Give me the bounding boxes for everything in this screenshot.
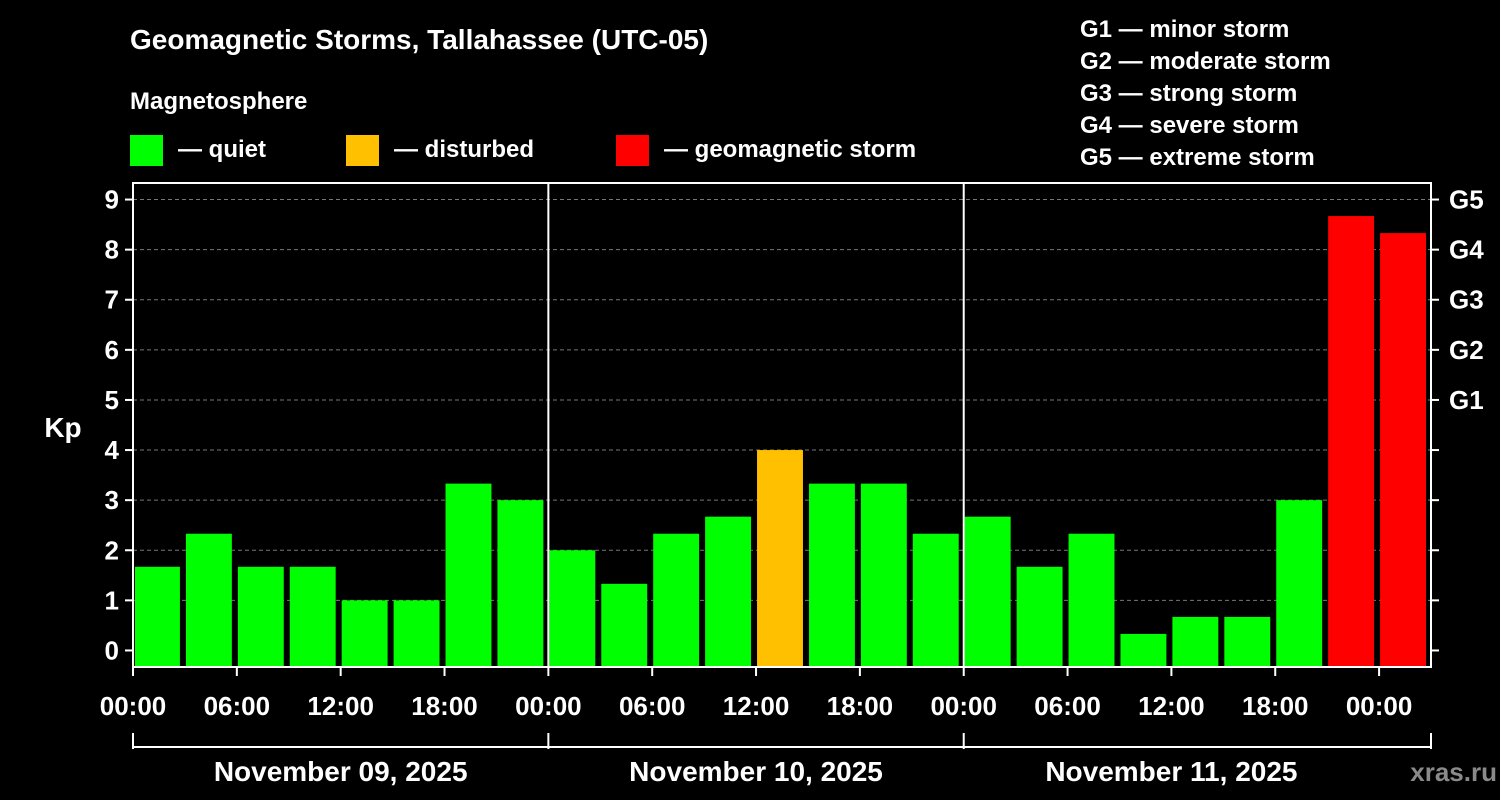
x-tick-label: 12:00: [1138, 691, 1205, 721]
y-tick-label: 5: [105, 385, 119, 415]
x-tick-label: 06:00: [204, 691, 271, 721]
storm-scale-g1: G1 — minor storm: [1080, 16, 1289, 43]
x-tick-label: 18:00: [827, 691, 894, 721]
kp-bar: [757, 450, 803, 667]
x-tick-label: 00:00: [930, 691, 997, 721]
y-tick-label: 0: [105, 635, 119, 665]
kp-bar: [1224, 616, 1271, 667]
legend-swatch-disturbed: [346, 135, 379, 166]
y-tick-label: 2: [105, 535, 119, 565]
x-tick-label: 00:00: [515, 691, 582, 721]
legend-swatch-storm: [616, 135, 649, 166]
kp-bar: [289, 566, 336, 667]
kp-bar: [497, 500, 544, 667]
storm-scale-g3: G3 — strong storm: [1080, 80, 1297, 107]
y-tick-label: 4: [105, 435, 120, 465]
kp-bar: [964, 516, 1011, 667]
legend-label-storm: — geomagnetic storm: [664, 136, 916, 163]
kp-bar: [912, 533, 959, 667]
storm-level-label: G5: [1449, 185, 1484, 215]
kp-bar: [549, 550, 596, 667]
kp-bar: [185, 533, 232, 667]
kp-bar: [393, 600, 440, 667]
legend-swatch-quiet: [130, 135, 163, 166]
chart-title: Geomagnetic Storms, Tallahassee (UTC-05): [130, 24, 708, 55]
storm-scale-g5: G5 — extreme storm: [1080, 144, 1315, 171]
legend-label-disturbed: — disturbed: [394, 136, 534, 163]
day-label: November 11, 2025: [1045, 756, 1297, 787]
watermark: xras.ru: [1410, 757, 1497, 787]
storm-level-label: G2: [1449, 335, 1484, 365]
kp-bar: [237, 566, 284, 667]
kp-bar: [601, 583, 648, 667]
x-tick-label: 18:00: [411, 691, 478, 721]
kp-bar: [341, 600, 388, 667]
storm-level-label: G3: [1449, 285, 1484, 315]
kp-bar: [1120, 633, 1167, 667]
kp-bar: [860, 483, 907, 667]
y-tick-label: 1: [105, 585, 119, 615]
y-tick-label: 8: [105, 235, 119, 265]
kp-bar: [445, 483, 492, 667]
kp-bar: [1068, 533, 1115, 667]
kp-bar: [1328, 216, 1375, 667]
storm-scale-g4: G4 — severe storm: [1080, 112, 1299, 139]
kp-bar: [1380, 233, 1426, 667]
y-axis-label: Kp: [44, 412, 81, 443]
legend-heading: Magnetosphere: [130, 88, 307, 115]
day-label: November 09, 2025: [214, 756, 468, 787]
x-tick-label: 00:00: [1346, 691, 1413, 721]
x-tick-label: 12:00: [723, 691, 790, 721]
kp-bar: [653, 533, 700, 667]
storm-level-label: G1: [1449, 385, 1484, 415]
kp-bar: [1016, 566, 1063, 667]
kp-bar: [705, 516, 752, 667]
storm-level-label: G4: [1449, 235, 1484, 265]
x-tick-label: 18:00: [1242, 691, 1309, 721]
x-tick-label: 06:00: [1034, 691, 1101, 721]
y-tick-label: 9: [105, 185, 119, 215]
x-tick-label: 06:00: [619, 691, 686, 721]
y-tick-label: 6: [105, 335, 119, 365]
x-tick-label: 12:00: [307, 691, 374, 721]
legend-label-quiet: — quiet: [178, 136, 266, 163]
kp-bar: [808, 483, 855, 667]
storm-scale-g2: G2 — moderate storm: [1080, 48, 1331, 75]
day-label: November 10, 2025: [629, 756, 883, 787]
plot-frame: [132, 182, 1432, 668]
kp-bar: [135, 566, 180, 667]
y-tick-label: 7: [105, 285, 119, 315]
y-tick-label: 3: [105, 485, 119, 515]
kp-bar: [1172, 616, 1219, 667]
x-tick-label: 00:00: [100, 691, 167, 721]
kp-bar: [1276, 500, 1323, 667]
